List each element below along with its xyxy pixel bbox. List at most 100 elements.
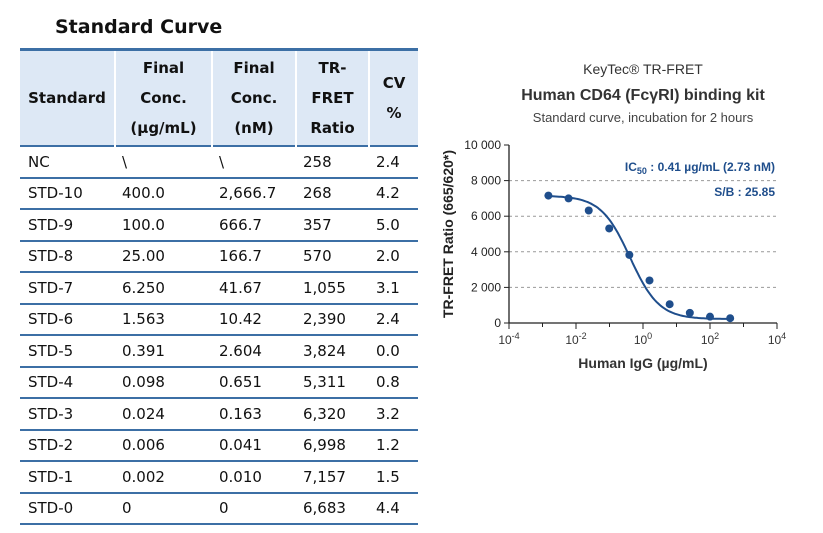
table-row: STD-3 0.024 0.163 6,320 3.2 [20, 398, 418, 431]
data-point [564, 194, 573, 203]
table-row: STD-8 25.00 166.7 570 2.0 [20, 240, 418, 273]
data-point [605, 224, 614, 233]
table-cell: 2.4 [368, 303, 418, 336]
table-cell: 41.67 [211, 272, 296, 305]
table-cell: 6,683 [295, 492, 369, 525]
table-cell: STD-4 [20, 366, 115, 399]
data-point [544, 191, 553, 200]
data-point [726, 314, 735, 323]
section-title: Standard Curve [55, 16, 223, 38]
table-row: NC \ \ 258 2.4 [20, 146, 418, 179]
table-cell: STD-3 [20, 398, 115, 431]
table-cell: 5,311 [295, 366, 369, 399]
table-cell: 400.0 [114, 177, 212, 210]
chart-title-line1: KeyTec® TR-FRET [583, 61, 703, 77]
sb-annotation: S/B : 25.85 [714, 185, 775, 199]
table-cell: 2.0 [368, 240, 418, 273]
table-row: STD-6 1.563 10.42 2,390 2.4 [20, 303, 418, 336]
table-cell: 0 [114, 492, 212, 525]
table-cell: 166.7 [211, 240, 296, 273]
table-cell: STD-6 [20, 303, 115, 336]
table-cell: 2.604 [211, 335, 296, 368]
table-cell: 0.041 [211, 429, 296, 462]
table-row: STD-2 0.006 0.041 6,998 1.2 [20, 429, 418, 462]
table-cell: 268 [295, 177, 369, 210]
table-row: STD-10 400.0 2,666.7 268 4.2 [20, 177, 418, 210]
table-cell: 258 [295, 146, 369, 179]
table-row: STD-1 0.002 0.010 7,157 1.5 [20, 461, 418, 494]
table-cell: 3,824 [295, 335, 369, 368]
table-row: STD-9 100.0 666.7 357 5.0 [20, 209, 418, 242]
x-tick-label: 102 [701, 331, 719, 347]
table-cell: STD-1 [20, 461, 115, 494]
y-tick-label: 0 [494, 316, 501, 330]
table-cell: 3.1 [368, 272, 418, 305]
table-cell: 0.8 [368, 366, 418, 399]
y-tick-label: 4 000 [471, 245, 501, 259]
table-row: STD-4 0.098 0.651 5,311 0.8 [20, 366, 418, 399]
table-cell: 0 [211, 492, 296, 525]
table-cell: 6,320 [295, 398, 369, 431]
table-cell: STD-8 [20, 240, 115, 273]
standard-curve-chart: KeyTec® TR-FRET Human CD64 (FcγRI) bindin… [440, 61, 786, 371]
table-cell: \ [114, 146, 212, 179]
x-tick-label: 10-2 [565, 331, 586, 347]
ic50-annotation: IC50 : 0.41 µg/mL (2.73 nM) [625, 160, 775, 176]
data-point [584, 206, 593, 215]
table-cell: 357 [295, 209, 369, 242]
column-header: Final Conc. (µg/mL) [114, 49, 212, 146]
standard-curve-table: Standard Final Conc. (µg/mL) Final Conc. (nM) T… [20, 48, 418, 525]
table-cell: 0.010 [211, 461, 296, 494]
table-cell: 0.098 [114, 366, 212, 399]
column-header: Final Conc. (nM) [211, 49, 296, 146]
table-cell: STD-0 [20, 492, 115, 525]
table-cell: 570 [295, 240, 369, 273]
data-point [665, 300, 674, 309]
table-cell: 1.2 [368, 429, 418, 462]
x-tick-label: 10-4 [498, 331, 519, 347]
table-cell: 2,390 [295, 303, 369, 336]
table-cell: 4.4 [368, 492, 418, 525]
table-cell: 7,157 [295, 461, 369, 494]
table-cell: 0.0 [368, 335, 418, 368]
data-point [645, 276, 654, 285]
table-cell: STD-5 [20, 335, 115, 368]
table-cell: 25.00 [114, 240, 212, 273]
table-cell: 666.7 [211, 209, 296, 242]
y-tick-label: 10 000 [464, 138, 501, 152]
table-row: STD-7 6.250 41.67 1,055 3.1 [20, 272, 418, 305]
data-point [706, 312, 714, 321]
table-cell: NC [20, 146, 115, 179]
table-cell: STD-9 [20, 209, 115, 242]
table-cell: 0.391 [114, 335, 212, 368]
table-cell: STD-2 [20, 429, 115, 462]
column-header: CV% [368, 49, 418, 146]
table-cell: STD-7 [20, 272, 115, 305]
table-cell: 4.2 [368, 177, 418, 210]
table-cell: 0.163 [211, 398, 296, 431]
y-axis-label: TR-FRET Ratio (665/620*) [440, 150, 456, 318]
table-cell: 1,055 [295, 272, 369, 305]
table-cell: 100.0 [114, 209, 212, 242]
header-row: Standard Final Conc. (µg/mL) Final Conc. (nM) T… [20, 49, 418, 146]
column-header: Standard [20, 49, 115, 146]
table-cell: 0.006 [114, 429, 212, 462]
x-tick-label: 100 [634, 331, 652, 347]
chart-subtitle: Standard curve, incubation for 2 hours [533, 110, 754, 125]
table-cell: 1.5 [368, 461, 418, 494]
table-cell: 10.42 [211, 303, 296, 336]
table-cell: 5.0 [368, 209, 418, 242]
y-tick-label: 6 000 [471, 209, 501, 223]
table-cell: 6.250 [114, 272, 212, 305]
table-cell: 3.2 [368, 398, 418, 431]
table-cell: 0.651 [211, 366, 296, 399]
table-cell: \ [211, 146, 296, 179]
data-point [685, 308, 694, 317]
table-cell: 0.024 [114, 398, 212, 431]
x-tick-label: 104 [768, 331, 786, 347]
table-cell: STD-10 [20, 177, 115, 210]
table-cell: 2,666.7 [211, 177, 296, 210]
y-tick-label: 8 000 [471, 174, 501, 188]
x-axis-label: Human IgG (µg/mL) [578, 355, 707, 371]
table-cell: 1.563 [114, 303, 212, 336]
